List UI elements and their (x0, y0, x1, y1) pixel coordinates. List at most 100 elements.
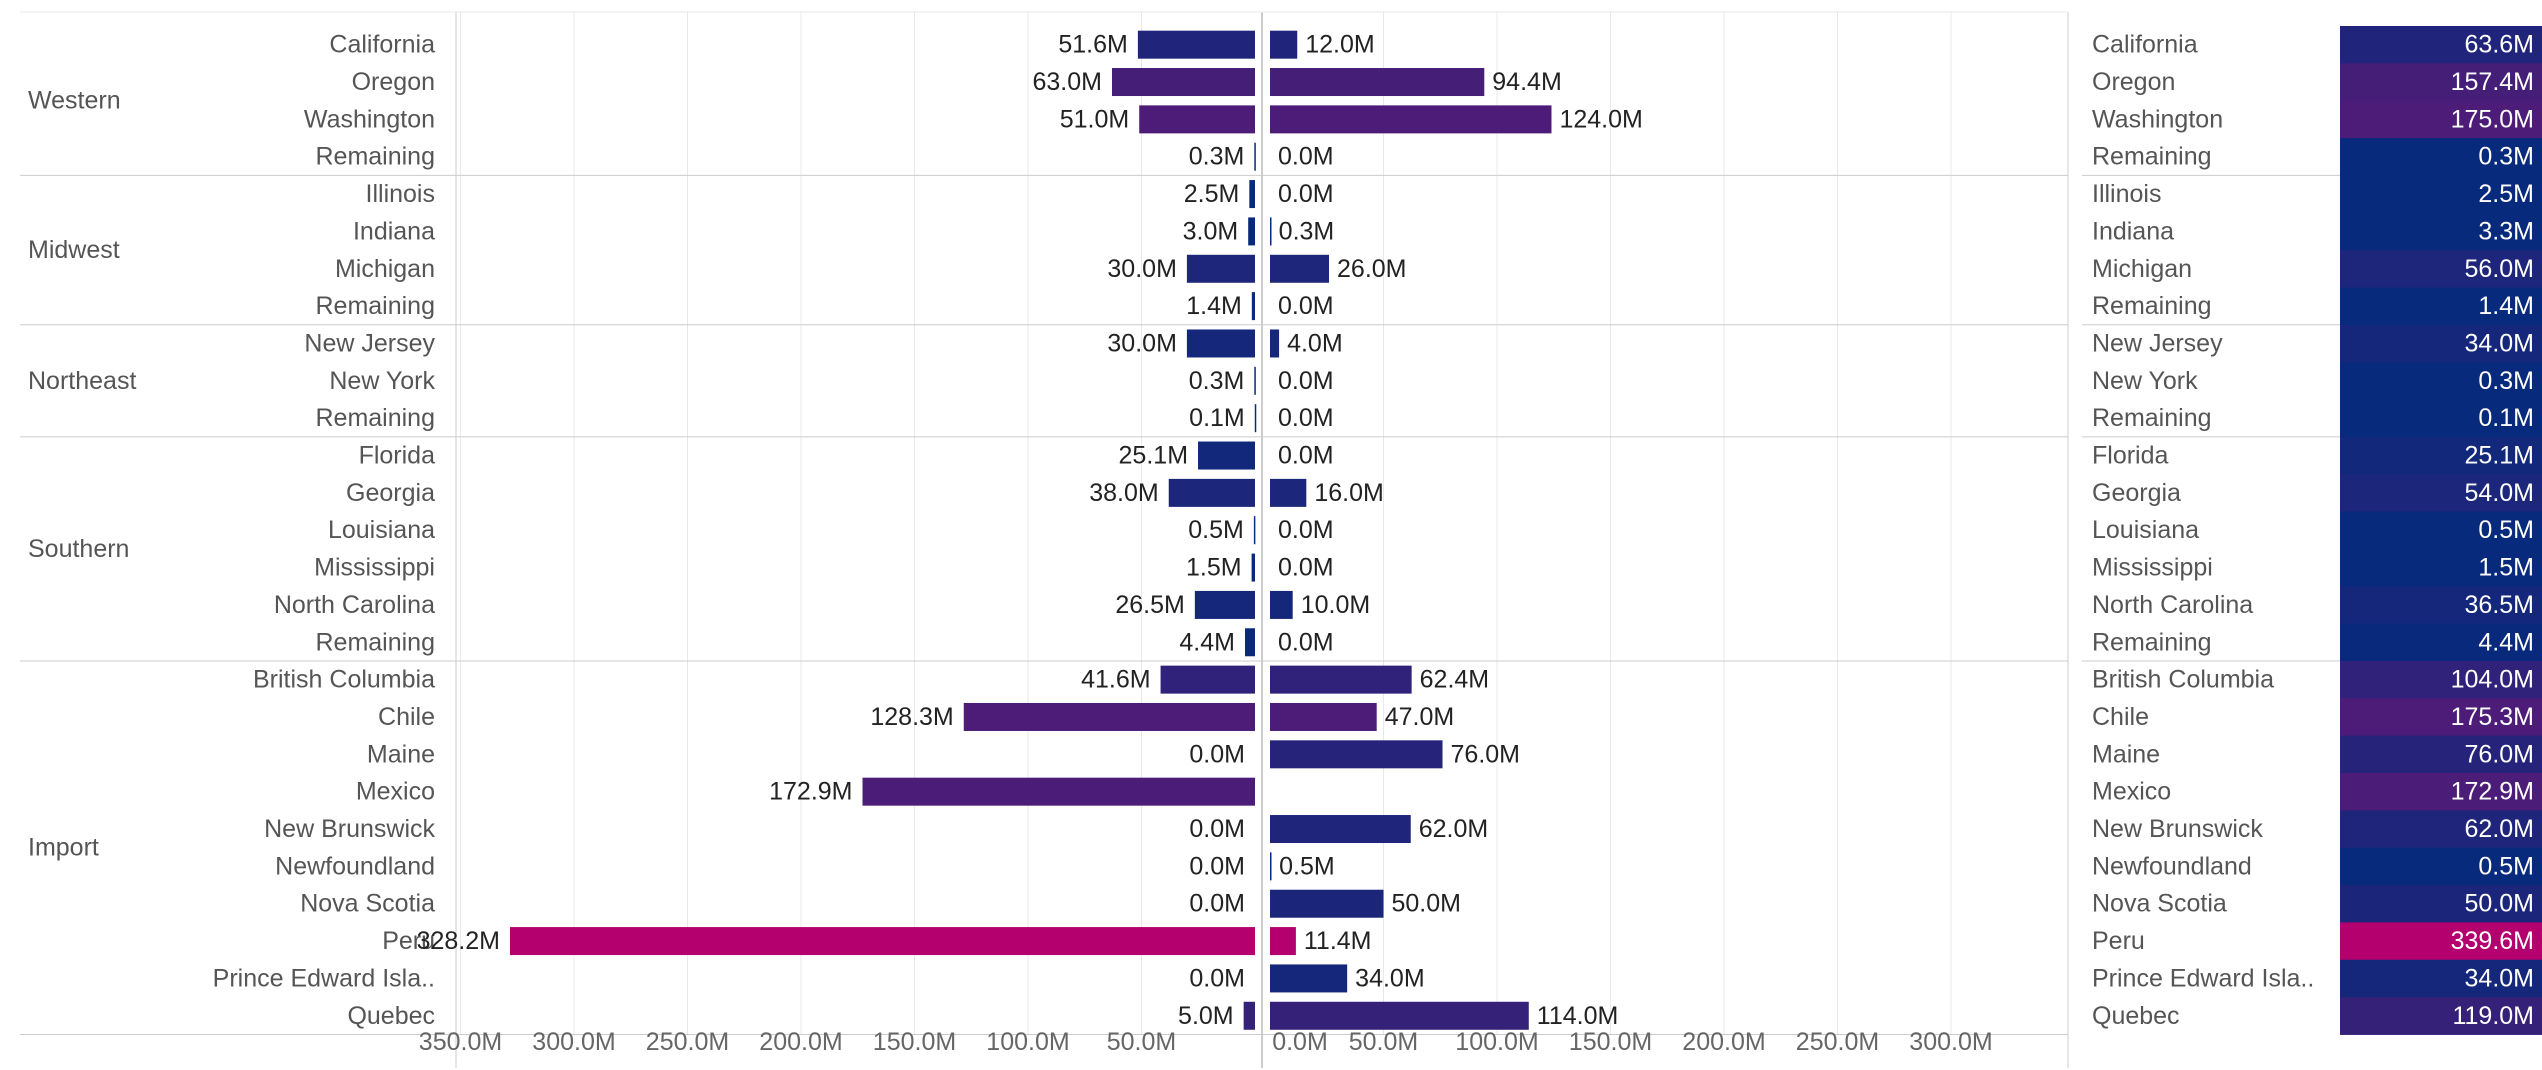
table-row-label: Indiana (2092, 217, 2174, 245)
row-label: Washington (304, 105, 435, 133)
group-label: Import (28, 834, 99, 862)
bar-left-label: 0.3M (1189, 367, 1245, 395)
total-cell-label: 104.0M (2451, 666, 2534, 694)
x-tick-right: 150.0M (1569, 1028, 1652, 1056)
row-label: Mississippi (314, 554, 435, 582)
bar-left-label: 0.0M (1189, 852, 1245, 880)
table-row-label: Michigan (2092, 255, 2192, 283)
bar-right (1270, 964, 1348, 993)
table-row-label: Prince Edward Isla.. (2092, 964, 2314, 992)
bar-right (1270, 68, 1485, 97)
bar-left-label: 0.0M (1189, 964, 1245, 992)
bar-left-label: 0.0M (1189, 740, 1245, 768)
bar-right-label: 0.0M (1278, 367, 1334, 395)
bar-right (1270, 1001, 1529, 1030)
x-tick-right: 0.0M (1272, 1028, 1328, 1056)
total-cell (2340, 660, 2542, 699)
table-row-label: Maine (2092, 740, 2160, 768)
table-row-label: New York (2092, 367, 2198, 395)
bar-left-label: 128.3M (870, 703, 953, 731)
row-label: Peru (382, 927, 435, 955)
bar-left (1186, 329, 1255, 358)
total-cell-label: 157.4M (2451, 68, 2534, 96)
total-cell (2340, 138, 2542, 176)
bar-right (1270, 740, 1443, 769)
total-cell-label: 0.1M (2478, 404, 2534, 432)
bar-left (1251, 292, 1255, 321)
bar-left-label: 0.1M (1189, 404, 1245, 432)
bar-right-label: 4.0M (1287, 329, 1343, 357)
row-label: Prince Edward Isla.. (213, 964, 435, 992)
bar-right-label: 0.0M (1278, 442, 1334, 470)
bar-left (1111, 68, 1255, 97)
row-label: New Jersey (304, 329, 435, 357)
row-label: Chile (378, 703, 435, 731)
bar-right-label: 62.0M (1419, 815, 1488, 843)
total-cell-label: 175.0M (2451, 105, 2534, 133)
x-tick-right: 100.0M (1455, 1028, 1538, 1056)
total-cell-label: 34.0M (2465, 329, 2534, 357)
gridlines (460, 12, 1952, 1035)
bar-left-label: 0.0M (1189, 890, 1245, 918)
bar-right-label: 10.0M (1301, 591, 1370, 619)
total-cell (2340, 885, 2542, 923)
total-cell-label: 1.5M (2478, 554, 2534, 582)
total-cell-label: 63.6M (2465, 31, 2534, 59)
table-row-label: Florida (2092, 442, 2169, 470)
table-row-label: New Brunswick (2092, 815, 2263, 843)
x-tick-left: 350.0M (419, 1028, 502, 1056)
table-row-label: Washington (2092, 105, 2223, 133)
row-label: Mexico (356, 778, 435, 806)
bar-right-label: 11.4M (1304, 927, 1372, 955)
bar-right-label: 0.0M (1278, 143, 1334, 171)
table-row-label: California (2092, 31, 2198, 59)
row-label: British Columbia (253, 666, 435, 694)
group-label: Southern (28, 535, 129, 563)
bar-right-label: 47.0M (1385, 703, 1454, 731)
bar-left-label: 51.0M (1060, 105, 1129, 133)
row-label: New York (329, 367, 435, 395)
row-label: Remaining (315, 628, 435, 656)
bar-left-label: 26.5M (1115, 591, 1184, 619)
x-tick-left: 100.0M (986, 1028, 1069, 1056)
x-tick-right: 200.0M (1682, 1028, 1765, 1056)
bar-left-label: 0.3M (1189, 143, 1245, 171)
row-label: California (329, 31, 435, 59)
x-tick-left: 200.0M (759, 1028, 842, 1056)
table-row-label: Mexico (2092, 778, 2171, 806)
table-row-label: Mississippi (2092, 554, 2213, 582)
row-label: Illinois (366, 180, 435, 208)
bar-right-label: 0.0M (1278, 516, 1334, 544)
table-row-label: Peru (2092, 927, 2145, 955)
bar-left (1160, 665, 1255, 694)
bar-left-label: 41.6M (1081, 666, 1150, 694)
total-cell (2340, 287, 2542, 326)
bar-right-label: 0.0M (1278, 180, 1334, 208)
table-row-label: New Jersey (2092, 329, 2223, 357)
bar-right (1270, 329, 1280, 358)
bar-right-label: 0.5M (1279, 852, 1335, 880)
bar-left (1254, 366, 1256, 395)
total-cell-label: 172.9M (2451, 778, 2534, 806)
total-cell (2340, 212, 2542, 251)
bar-right (1270, 665, 1412, 694)
row-label: Georgia (346, 479, 435, 507)
total-cell (2340, 623, 2542, 662)
bar-left-label: 51.6M (1058, 31, 1127, 59)
bar-right-label: 0.0M (1278, 404, 1334, 432)
table-row-label: Remaining (2092, 143, 2212, 171)
bar-left (1248, 217, 1255, 246)
total-cell (2340, 324, 2542, 363)
bar-right (1270, 927, 1296, 956)
total-cell-label: 0.5M (2478, 516, 2534, 544)
table-row-label: Quebec (2092, 1002, 2180, 1030)
total-cell-label: 34.0M (2465, 964, 2534, 992)
bar-left (509, 927, 1256, 956)
row-label: New Brunswick (264, 815, 435, 843)
x-tick-right: 50.0M (1349, 1028, 1418, 1056)
bar-left-label: 0.5M (1188, 516, 1244, 544)
bar-left-label: 328.2M (417, 927, 500, 955)
table-row-label: Nova Scotia (2092, 890, 2227, 918)
bar-left (1186, 254, 1255, 283)
